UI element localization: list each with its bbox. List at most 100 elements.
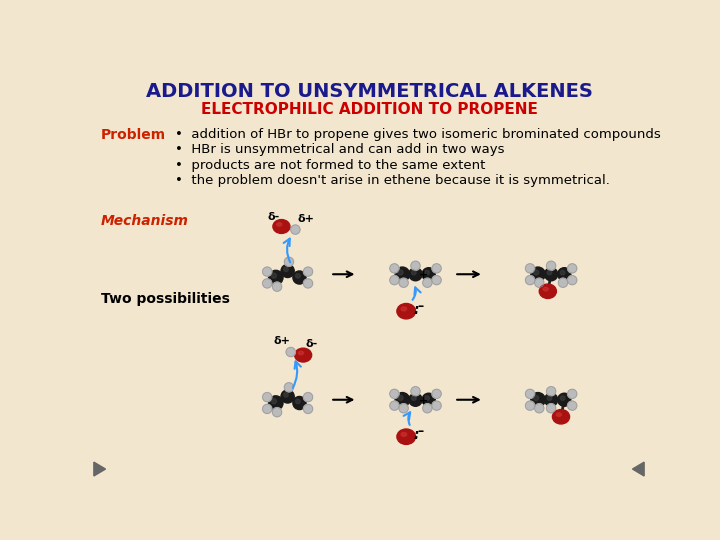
Text: •  addition of HBr to propene gives two isomeric brominated compounds: • addition of HBr to propene gives two i… xyxy=(175,128,661,141)
Circle shape xyxy=(534,395,539,401)
Ellipse shape xyxy=(401,433,407,436)
Ellipse shape xyxy=(294,348,312,362)
Circle shape xyxy=(281,390,294,403)
Circle shape xyxy=(425,396,429,400)
Circle shape xyxy=(567,389,577,399)
Circle shape xyxy=(281,265,294,278)
Text: δ+: δ+ xyxy=(274,336,291,346)
Circle shape xyxy=(547,271,552,275)
Circle shape xyxy=(531,267,545,281)
Circle shape xyxy=(535,404,544,413)
Circle shape xyxy=(263,404,272,414)
Circle shape xyxy=(398,270,403,275)
Circle shape xyxy=(547,396,552,400)
Circle shape xyxy=(526,264,535,273)
Circle shape xyxy=(272,282,282,291)
Text: Mechanism: Mechanism xyxy=(101,214,189,228)
Circle shape xyxy=(534,270,539,275)
Circle shape xyxy=(412,271,416,275)
Text: δ-: δ- xyxy=(305,340,318,349)
Circle shape xyxy=(544,393,558,406)
Circle shape xyxy=(567,275,577,285)
Circle shape xyxy=(422,268,436,281)
Circle shape xyxy=(286,347,295,356)
Circle shape xyxy=(271,273,276,278)
Text: :: : xyxy=(413,428,418,442)
Ellipse shape xyxy=(543,287,548,291)
Text: +: + xyxy=(419,396,428,406)
Circle shape xyxy=(558,268,571,281)
Circle shape xyxy=(546,404,556,413)
Circle shape xyxy=(303,279,312,288)
Circle shape xyxy=(284,257,294,266)
Circle shape xyxy=(263,393,272,402)
FancyArrowPatch shape xyxy=(293,361,301,388)
FancyArrowPatch shape xyxy=(404,413,410,425)
Circle shape xyxy=(412,396,416,400)
Circle shape xyxy=(269,396,283,410)
Circle shape xyxy=(303,393,312,402)
Circle shape xyxy=(432,264,441,273)
Circle shape xyxy=(395,393,410,407)
Circle shape xyxy=(399,278,408,287)
Circle shape xyxy=(390,389,399,399)
Circle shape xyxy=(269,271,283,285)
Text: Two possibilities: Two possibilities xyxy=(101,292,230,306)
Ellipse shape xyxy=(397,429,415,444)
Circle shape xyxy=(526,401,535,410)
Text: ELECTROPHILIC ADDITION TO PROPENE: ELECTROPHILIC ADDITION TO PROPENE xyxy=(201,102,537,117)
Circle shape xyxy=(531,393,545,407)
Circle shape xyxy=(390,275,399,285)
Ellipse shape xyxy=(401,307,407,311)
Circle shape xyxy=(303,404,312,414)
Text: •  the problem doesn't arise in ethene because it is symmetrical.: • the problem doesn't arise in ethene be… xyxy=(175,174,610,187)
Text: •  HBr is unsymmetrical and can add in two ways: • HBr is unsymmetrical and can add in tw… xyxy=(175,143,505,157)
Circle shape xyxy=(284,383,294,392)
Circle shape xyxy=(526,275,535,285)
Circle shape xyxy=(526,389,535,399)
Text: δ+: δ+ xyxy=(297,214,315,224)
Ellipse shape xyxy=(397,303,415,319)
Circle shape xyxy=(293,271,306,284)
Polygon shape xyxy=(632,462,644,476)
Circle shape xyxy=(390,264,399,273)
Circle shape xyxy=(399,404,408,413)
Circle shape xyxy=(432,275,441,285)
Circle shape xyxy=(422,393,436,406)
Circle shape xyxy=(432,389,441,399)
Circle shape xyxy=(272,408,282,417)
Circle shape xyxy=(291,225,300,234)
Circle shape xyxy=(398,395,403,401)
Text: +: + xyxy=(419,270,428,280)
Circle shape xyxy=(560,271,565,275)
Text: –: – xyxy=(417,425,423,438)
Circle shape xyxy=(546,387,556,396)
Circle shape xyxy=(293,396,306,409)
Polygon shape xyxy=(94,462,106,476)
Text: :: : xyxy=(413,302,418,316)
Circle shape xyxy=(295,274,300,278)
Ellipse shape xyxy=(552,409,570,424)
Circle shape xyxy=(567,401,577,410)
Circle shape xyxy=(390,401,399,410)
Ellipse shape xyxy=(557,413,562,416)
Circle shape xyxy=(558,393,571,406)
Circle shape xyxy=(263,279,272,288)
Ellipse shape xyxy=(539,284,557,299)
Circle shape xyxy=(423,278,432,287)
Circle shape xyxy=(423,404,432,413)
Circle shape xyxy=(544,268,558,281)
Text: Problem: Problem xyxy=(101,128,166,142)
Circle shape xyxy=(425,271,429,275)
Text: •  products are not formed to the same extent: • products are not formed to the same ex… xyxy=(175,159,485,172)
Circle shape xyxy=(295,399,300,404)
Circle shape xyxy=(559,278,567,287)
Circle shape xyxy=(409,393,422,406)
Circle shape xyxy=(567,264,577,273)
Text: –: – xyxy=(417,300,423,313)
Circle shape xyxy=(432,401,441,410)
FancyArrowPatch shape xyxy=(413,287,420,300)
Circle shape xyxy=(395,267,410,281)
Circle shape xyxy=(546,261,556,271)
Circle shape xyxy=(284,393,288,397)
